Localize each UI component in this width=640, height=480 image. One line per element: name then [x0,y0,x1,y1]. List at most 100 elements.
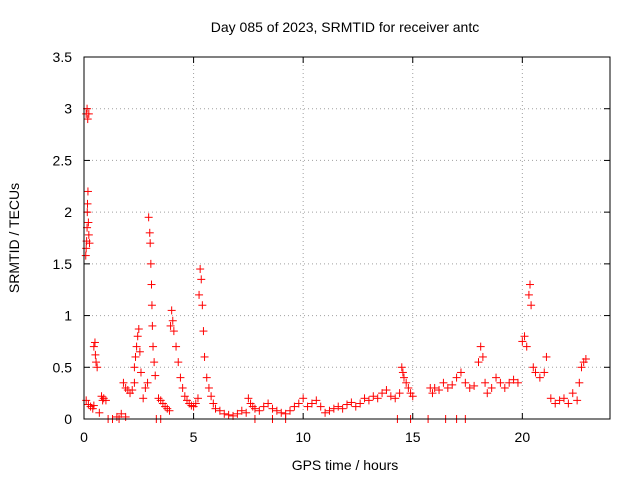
data-point [527,301,536,310]
data-point [408,392,417,401]
data-point [215,406,224,415]
data-point [144,213,153,222]
data-point [526,280,535,289]
data-point [91,350,100,359]
data-point [147,301,156,310]
y-axis-label: SRMTID / TECUs [6,183,22,293]
data-point [178,383,187,392]
data-point [198,301,207,310]
data-point [492,373,501,382]
data-point [435,386,444,395]
y-tick-label: 0 [64,411,72,427]
data-point [321,408,330,417]
data-point [139,394,148,403]
data-point [531,368,540,377]
data-point [85,239,94,248]
data-point [430,383,439,392]
data-point [93,363,102,372]
data-point [581,355,590,364]
data-point [199,327,208,336]
data-point [168,316,177,325]
data-point [211,404,220,413]
data-point [395,389,404,398]
data-point [356,399,365,408]
data-point [290,402,299,411]
data-point [204,383,213,392]
data-point [83,199,92,208]
data-point [483,389,492,398]
data-point [478,352,487,361]
data-point [233,409,242,418]
data-point [209,399,218,408]
data-point [397,363,406,372]
data-point [286,406,295,415]
data-point [334,402,343,411]
data-point [307,399,316,408]
data-point [132,342,141,351]
data-point [404,383,413,392]
data-point [573,396,582,405]
data-point [500,383,509,392]
data-point [351,402,360,411]
data-point [448,380,457,389]
data-point [509,375,518,384]
data-point [577,363,586,372]
data-point [456,368,465,377]
data-point [369,392,378,401]
data-point [555,396,564,405]
data-point [165,406,174,415]
x-tick-label: 5 [190,429,198,445]
data-point [428,389,437,398]
y-tick-label: 2.5 [53,152,73,168]
data-point [299,394,308,403]
data-point [439,378,448,387]
data-point [89,342,98,351]
y-tick-label: 0.5 [53,359,73,375]
data-point [303,402,312,411]
data-point [360,394,369,403]
data-point [101,396,110,405]
data-point [470,381,479,390]
data-point [200,352,209,361]
data-point [202,373,211,382]
data-point [147,280,156,289]
data-point [145,228,154,237]
data-point [196,265,205,274]
data-point [373,394,382,403]
data-point [220,409,229,418]
data-point [312,396,321,405]
data-point [84,109,93,118]
data-point [131,352,140,361]
data-point [551,399,560,408]
data-point [294,399,303,408]
x-tick-label: 10 [295,429,311,445]
data-point [150,358,159,367]
data-point [172,342,181,351]
tick-labels: 0 0.5 1 1.5 2 2.5 3 3.5 0 5 10 15 20 [53,49,531,445]
data-point [180,392,189,401]
y-tick-label: 3.5 [53,49,73,65]
data-point [364,396,373,405]
y-tick-label: 3 [64,101,72,117]
data-point [136,368,145,377]
data-point [84,230,93,239]
data-point [242,408,251,417]
y-tick-label: 1.5 [53,256,73,272]
data-point [522,342,531,351]
data-point [133,332,142,341]
data-point [513,378,522,387]
data-point [207,392,216,401]
data-point [130,363,139,372]
data-point [325,406,334,415]
data-point [529,363,538,372]
data-point [146,259,155,268]
data-point [134,325,143,334]
data-point [465,383,474,392]
data-point [568,389,577,398]
data-point [89,401,98,410]
grid [84,57,610,419]
data-point [398,368,407,377]
chart-title: Day 085 of 2023, SRMTID for receiver ant… [211,19,479,35]
